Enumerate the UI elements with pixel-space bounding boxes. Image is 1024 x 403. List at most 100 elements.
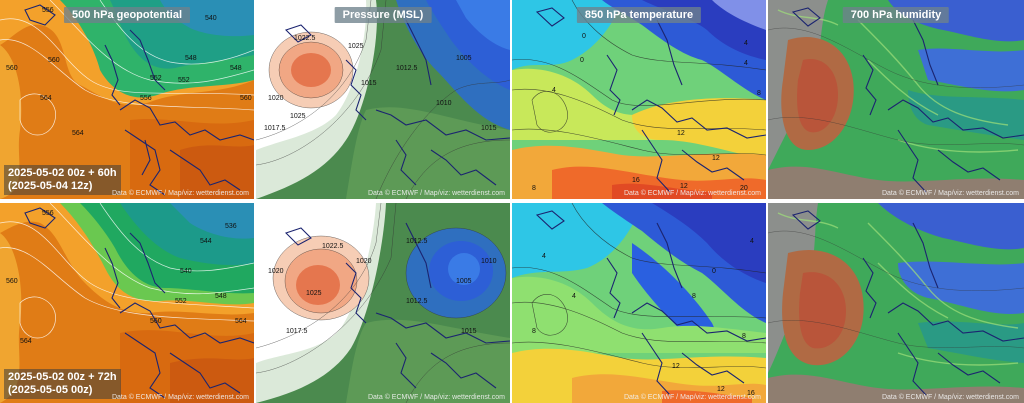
data-credit: Data © ECMWF / Map/viz: wetterdienst.com [623,394,761,401]
contour-label: 540 [205,15,217,22]
geopotential-contour-labels-60h: 556 560 564 560 552 540 548 564 556 548 … [6,7,252,137]
humidity-panel-60h[interactable]: 700 hPa humidity Data © ECMWF / Map/viz:… [768,0,1024,199]
pressure-panel-60h[interactable]: 1025 1022.5 1020 1025 1017.5 1015 1010 1… [256,0,510,199]
geopotential-map-72h: 556 560 564 552 544 536 540 548 560 564 [0,203,254,403]
contour-label: 560 [150,318,162,325]
contour-label: 1012.5 [406,298,428,305]
contour-label: 12 [677,130,685,137]
contour-label: 1010 [436,100,452,107]
valid-time-line: (2025-05-05 00z) [8,384,93,396]
contour-label: 556 [140,95,152,102]
contour-label: 4 [750,238,754,245]
panel-title: 850 hPa temperature [576,7,702,23]
contour-label: 544 [200,238,212,245]
contour-label: 8 [742,333,746,340]
contour-label: 560 [6,65,18,72]
contour-label: 16 [632,177,640,184]
contour-label: 8 [692,293,696,300]
pressure-contour-labels-60h: 1025 1022.5 1020 1025 1017.5 1015 1010 1… [264,35,497,132]
contour-label: 1017.5 [264,125,286,132]
contour-label: 560 [240,95,252,102]
data-credit: Data © ECMWF / Map/viz: wetterdienst.com [111,190,249,197]
pressure-contour-labels-72h: 1022.5 1020 1017.5 1025 1012.5 1010 1005… [268,238,497,335]
contour-label: 548 [230,65,242,72]
contour-label: 1025 [306,290,322,297]
contour-label: 1010 [481,258,497,265]
contour-label: 12 [712,155,720,162]
contour-label: 4 [744,60,748,67]
contour-label: 20 [740,185,748,192]
contour-label: 1022.5 [294,35,316,42]
contour-label: 12 [672,363,680,370]
data-credit: Data © ECMWF / Map/viz: wetterdienst.com [623,190,761,197]
panel-title: Pressure (MSL) [334,7,432,23]
contour-label: 16 [747,390,755,397]
contour-label: 1012.5 [406,238,428,245]
run-time-line: 2025-05-02 00z + 60h [8,167,117,179]
contour-label: 1020 [356,258,372,265]
contour-label: 1012.5 [396,65,418,72]
pressure-map-72h: 1022.5 1020 1017.5 1025 1012.5 1010 1005… [256,203,510,403]
temperature-panel-72h[interactable]: 4 4 8 8 0 4 8 12 12 16 Data © ECMWF / Ma… [512,203,766,403]
data-credit: Data © ECMWF / Map/viz: wetterdienst.com [367,394,505,401]
contour-label: 4 [572,293,576,300]
geopotential-panel-60h[interactable]: 556 560 564 560 552 540 548 564 556 548 … [0,0,254,199]
contour-label: 1015 [461,328,477,335]
valid-time-line: (2025-05-04 12z) [8,180,93,192]
contour-label: 0 [580,57,584,64]
contour-label: 1025 [290,113,306,120]
pressure-map-60h: 1025 1022.5 1020 1025 1017.5 1015 1010 1… [256,0,510,199]
contour-label: 548 [215,293,227,300]
run-time-label: 2025-05-02 00z + 72h (2025-05-05 00z) [4,369,121,399]
contour-label: 1025 [348,43,364,50]
contour-label: 1022.5 [322,243,344,250]
data-credit: Data © ECMWF / Map/viz: wetterdienst.com [111,394,249,401]
contour-label: 1015 [361,80,377,87]
contour-label: 556 [42,7,54,14]
contour-label: 8 [757,90,761,97]
data-credit: Data © ECMWF / Map/viz: wetterdienst.com [881,190,1019,197]
temperature-contour-labels-72h: 4 4 8 8 0 4 8 12 12 16 [532,238,755,397]
contour-label: 548 [185,55,197,62]
temperature-map-60h: 0 4 4 8 8 12 12 12 16 20 4 0 [512,0,766,199]
contour-label: 1017.5 [286,328,308,335]
geopotential-panel-72h[interactable]: 556 560 564 552 544 536 540 548 560 564 … [0,203,254,403]
contour-label: 4 [744,40,748,47]
pressure-panel-72h[interactable]: 1022.5 1020 1017.5 1025 1012.5 1010 1005… [256,203,510,403]
contour-label: 564 [40,95,52,102]
humidity-map-60h [768,0,1024,199]
contour-label: 1015 [481,125,497,132]
contour-label: 564 [20,338,32,345]
contour-label: 12 [717,386,725,393]
panel-title: 700 hPa humidity [842,7,950,23]
humidity-panel-72h[interactable]: Data © ECMWF / Map/viz: wetterdienst.com [768,203,1024,403]
contour-label: 0 [712,268,716,275]
contour-label: 560 [6,278,18,285]
contour-label: 8 [532,328,536,335]
contour-label: 552 [175,298,187,305]
run-time-label: 2025-05-02 00z + 60h (2025-05-04 12z) [4,165,121,195]
data-credit: Data © ECMWF / Map/viz: wetterdienst.com [367,190,505,197]
geopotential-contour-labels-72h: 556 560 564 552 544 536 540 548 560 564 [6,210,247,345]
contour-label: 564 [235,318,247,325]
contour-label: 540 [180,268,192,275]
contour-label: 12 [680,183,688,190]
geopotential-map-60h: 556 560 564 560 552 540 548 564 556 548 … [0,0,254,199]
contour-label: 536 [225,223,237,230]
contour-label: 1020 [268,268,284,275]
contour-label: 1005 [456,55,472,62]
data-credit: Data © ECMWF / Map/viz: wetterdienst.com [881,394,1019,401]
contour-label: 552 [178,77,190,84]
contour-label: 1020 [268,95,284,102]
contour-label: 1005 [456,278,472,285]
temperature-panel-60h[interactable]: 0 4 4 8 8 12 12 12 16 20 4 0 850 hPa tem… [512,0,766,199]
run-time-line: 2025-05-02 00z + 72h [8,371,117,383]
contour-label: 552 [150,75,162,82]
temperature-map-72h: 4 4 8 8 0 4 8 12 12 16 [512,203,766,403]
contour-label: 556 [42,210,54,217]
panel-title: 500 hPa geopotential [63,7,191,23]
contour-label: 4 [542,253,546,260]
contour-label: 560 [48,57,60,64]
humidity-map-72h [768,203,1024,403]
